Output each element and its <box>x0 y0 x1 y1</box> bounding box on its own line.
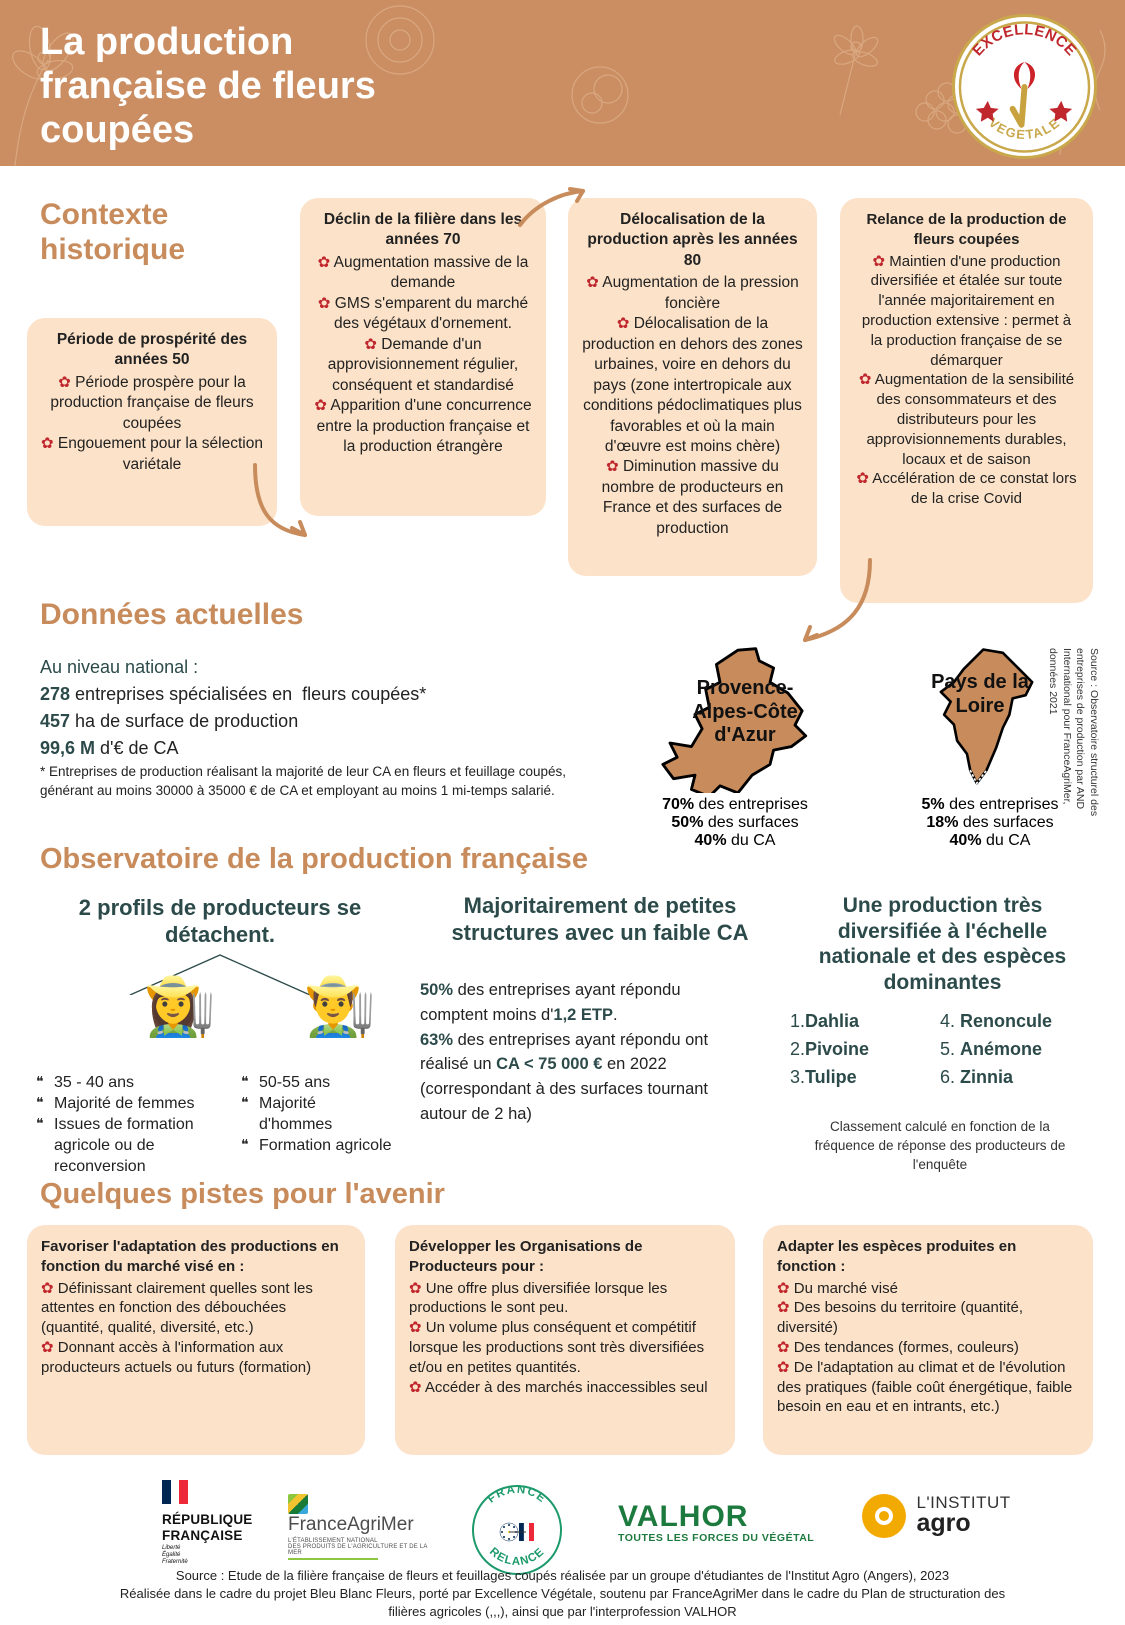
svg-text:FRANCE: FRANCE <box>486 1484 549 1506</box>
svg-text:RELANCE: RELANCE <box>487 1546 547 1568</box>
